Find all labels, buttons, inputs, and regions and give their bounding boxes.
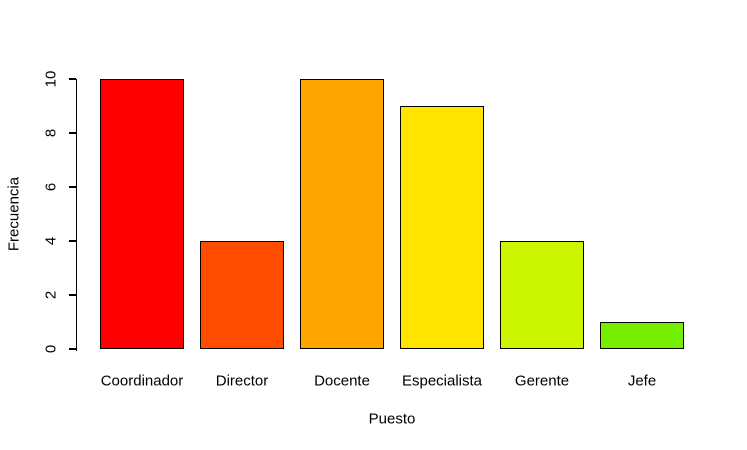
bar-docente [300,79,384,349]
y-axis-tick [68,294,76,296]
y-axis-tick-label: 0 [42,344,60,354]
x-axis-category-label: Coordinador [100,372,184,390]
y-axis-tick-label: 6 [42,182,60,192]
y-axis-tick [68,78,76,80]
x-axis-category-label: Especialista [401,372,483,390]
y-axis-tick-label: 8 [42,128,60,138]
y-axis-tick [68,240,76,242]
y-axis-tick-label: 4 [42,236,60,246]
y-axis-tick-label: 10 [42,70,60,88]
bar-especialista [400,106,484,349]
x-axis-category-label: Gerente [514,372,570,390]
y-axis-line [75,79,77,351]
y-axis-tick [68,132,76,134]
x-axis-category-label: Director [215,372,269,390]
x-axis-title: Puesto [368,410,416,428]
y-axis-tick [68,348,76,350]
x-axis-category-label: Docente [314,372,370,390]
x-axis-category-label: Jefe [627,372,657,390]
bar-coordinador [100,79,184,349]
bar-gerente [500,241,584,349]
bar-director [200,241,284,349]
y-axis-tick-label: 2 [42,290,60,300]
y-axis-tick [68,186,76,188]
y-axis-title: Frecuencia [5,176,23,252]
bar-jefe [600,322,684,349]
